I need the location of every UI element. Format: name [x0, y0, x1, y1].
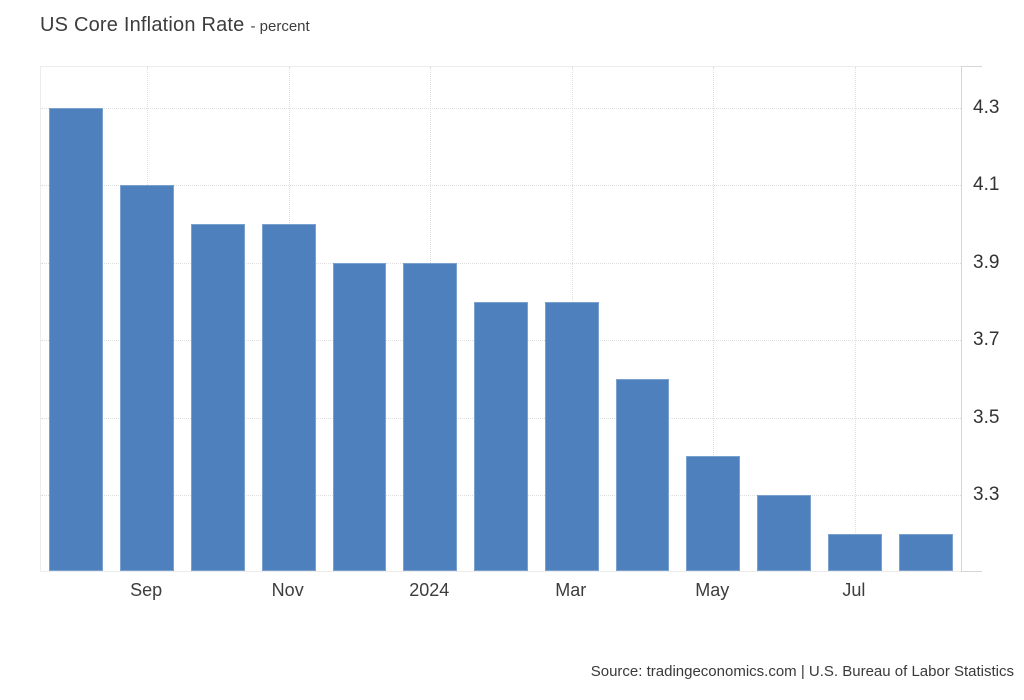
x-axis-label: Nov	[271, 580, 304, 600]
y-axis-label: 4.3	[973, 97, 1000, 119]
bar-oct-2023[interactable]	[191, 224, 245, 571]
x-axis-label: Jul	[842, 580, 866, 600]
bar-mar-2024[interactable]	[544, 301, 599, 571]
x-axis-label: Mar	[555, 580, 587, 600]
bar-aug-2023[interactable]	[49, 108, 104, 571]
chart-subtitle: - percent	[250, 18, 310, 35]
bar-jun-2024[interactable]	[757, 495, 811, 571]
y-axis-label: 3.3	[973, 484, 1000, 506]
bar-apr-2024[interactable]	[615, 379, 670, 571]
x-gridline	[713, 67, 715, 571]
y-axis-label: 3.7	[973, 329, 1000, 351]
bar-nov-2023[interactable]	[261, 224, 316, 571]
x-axis: Sep Nov 2024 Mar May Jul	[40, 572, 960, 610]
y-gridline	[41, 262, 961, 264]
chart-container: 4.3 4.1 3.9 3.7 3.5 3.3 Sep Nov 2024 Mar May Jul	[40, 66, 999, 600]
x-axis-label: Sep	[130, 580, 163, 600]
bar-may-2024[interactable]	[686, 456, 741, 571]
y-gridline	[41, 185, 961, 187]
chart-title: US Core Inflation Rate	[40, 14, 245, 36]
source-attribution: Source: tradingeconomics.com | U.S. Bure…	[590, 663, 1014, 680]
y-axis-label: 4.1	[973, 174, 1000, 196]
x-axis-label: May	[695, 580, 730, 600]
y-axis: 4.3 4.1 3.9 3.7 3.5 3.3	[961, 66, 1024, 572]
y-axis-top-tick	[962, 66, 982, 67]
chart-header: US Core Inflation Rate - percent	[40, 14, 310, 37]
bar-sep-2023[interactable]	[120, 185, 175, 571]
y-axis-bottom-tick	[962, 571, 982, 572]
y-axis-label: 3.5	[973, 406, 1000, 428]
y-gridline	[41, 108, 961, 110]
bar-jan-2024[interactable]	[403, 262, 458, 571]
x-axis-label: 2024	[409, 580, 450, 600]
bar-dec-2023[interactable]	[332, 262, 387, 571]
plot-area	[40, 66, 962, 572]
bar-jul-2024[interactable]	[827, 533, 882, 571]
y-axis-label: 3.9	[973, 251, 1000, 273]
bar-aug-2024[interactable]	[898, 533, 953, 571]
x-gridline	[854, 67, 856, 571]
bar-feb-2024[interactable]	[474, 301, 528, 571]
